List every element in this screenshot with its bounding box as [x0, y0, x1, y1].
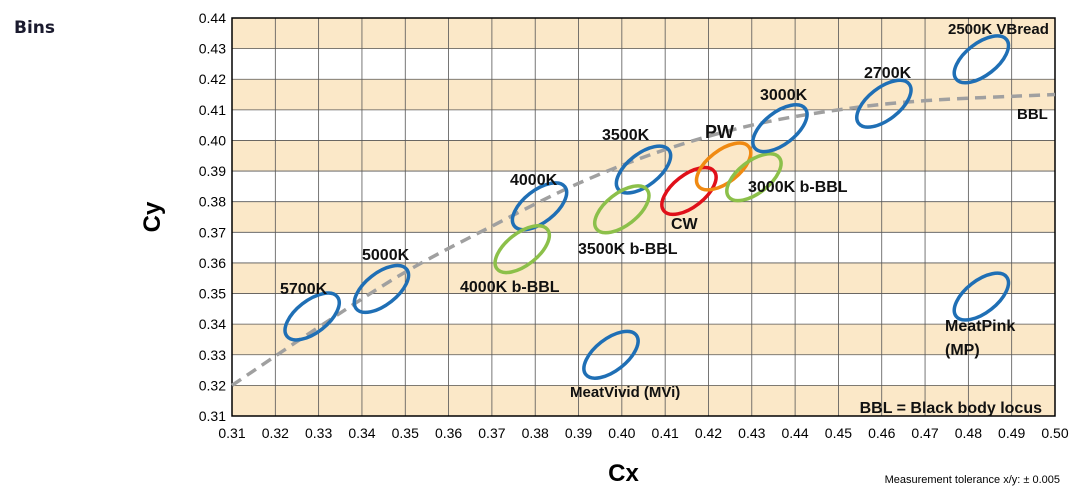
- plot-band: [232, 262, 1055, 294]
- bin-label: 2500K VBread: [948, 21, 1049, 38]
- x-tick-label: 0.41: [652, 425, 679, 441]
- bin-label: 4000K b-BBL: [460, 279, 560, 296]
- y-tick-label: 0.42: [199, 71, 226, 87]
- bin-label: 5000K: [362, 247, 410, 264]
- x-tick-label: 0.33: [305, 425, 332, 441]
- x-tick-label: 0.36: [435, 425, 462, 441]
- page-title: Bins: [14, 18, 56, 38]
- x-tick-label: 0.47: [911, 425, 938, 441]
- bin-ellipse: [510, 181, 569, 232]
- bin-ellipse: [660, 165, 718, 217]
- bin-ellipse: [493, 224, 552, 275]
- y-tick-label: 0.35: [199, 286, 226, 302]
- x-tick-label: 0.34: [348, 425, 375, 441]
- x-tick-label: 0.43: [738, 425, 765, 441]
- plot-band: [232, 324, 1055, 355]
- x-tick-label: 0.49: [998, 425, 1025, 441]
- x-tick-label: 0.38: [522, 425, 549, 441]
- bin-label: 5700K: [280, 281, 328, 298]
- bin-label: 4000K: [510, 172, 558, 189]
- y-tick-label: 0.32: [199, 377, 226, 393]
- bin-label: 3000K b-BBL: [748, 179, 848, 196]
- x-tick-label: 0.46: [868, 425, 895, 441]
- bin-ellipse: [855, 78, 913, 129]
- bin-label: 3000K: [760, 87, 808, 104]
- plot-band: [232, 18, 1055, 49]
- y-tick-label: 0.39: [199, 163, 226, 179]
- y-axis-title: Cy: [139, 201, 166, 232]
- plot-band: [232, 293, 1055, 325]
- bin-label: 3500K: [602, 127, 650, 144]
- bin-label: CW: [671, 216, 699, 233]
- tolerance-note: Measurement tolerance x/y: ± 0.005: [885, 474, 1060, 486]
- y-tick-label: 0.36: [199, 255, 226, 271]
- bin-label: 2700K: [864, 65, 912, 82]
- x-tick-label: 0.40: [608, 425, 635, 441]
- x-tick-label: 0.50: [1041, 425, 1068, 441]
- bin-label: (MP): [945, 342, 980, 359]
- bin-label: MeatVivid (MVi): [570, 384, 680, 401]
- x-tick-label: 0.48: [955, 425, 982, 441]
- bin-label: 3500K b-BBL: [578, 241, 678, 258]
- y-tick-label: 0.44: [199, 10, 226, 26]
- x-tick-label: 0.39: [565, 425, 592, 441]
- x-tick-label: 0.42: [695, 425, 722, 441]
- bin-ellipse: [582, 329, 640, 380]
- bin-ellipse: [614, 144, 673, 195]
- plot-band: [232, 385, 1055, 416]
- bin-ellipse: [352, 263, 411, 315]
- plot-frame: [231, 17, 1056, 417]
- bin-ellipse: [283, 291, 341, 342]
- y-tick-label: 0.40: [199, 132, 226, 148]
- plot-band: [232, 48, 1055, 80]
- x-tick-label: 0.37: [478, 425, 505, 441]
- x-axis-title: Cx: [608, 460, 639, 487]
- x-tick-label: 0.35: [392, 425, 419, 441]
- x-tick-label: 0.32: [262, 425, 289, 441]
- plot-band: [232, 109, 1055, 141]
- bin-label: MeatPink: [945, 318, 1015, 335]
- legend-note: BBL = Black body locus: [860, 400, 1043, 417]
- bin-ellipse: [593, 184, 651, 235]
- plot-band: [232, 201, 1055, 233]
- y-tick-label: 0.43: [199, 41, 226, 57]
- bin-label: PW: [705, 122, 734, 142]
- y-tick-label: 0.41: [199, 102, 226, 118]
- plot-band: [232, 354, 1055, 386]
- plot-band: [232, 232, 1055, 263]
- bin-ellipse: [725, 152, 783, 203]
- y-tick-label: 0.34: [199, 316, 226, 332]
- y-tick-label: 0.33: [199, 347, 226, 363]
- x-tick-label: 0.45: [825, 425, 852, 441]
- y-tick-label: 0.38: [199, 194, 226, 210]
- plot-band: [232, 79, 1055, 110]
- bin-ellipse: [952, 34, 1011, 85]
- x-tick-label: 0.44: [781, 425, 808, 441]
- bin-ellipse: [751, 103, 809, 154]
- x-tick-label: 0.31: [218, 425, 245, 441]
- y-tick-label: 0.37: [199, 224, 226, 240]
- bin-ellipse: [694, 141, 753, 192]
- bbl-label: BBL: [1017, 106, 1048, 123]
- y-tick-label: 0.31: [199, 408, 226, 424]
- bin-ellipse: [952, 271, 1011, 322]
